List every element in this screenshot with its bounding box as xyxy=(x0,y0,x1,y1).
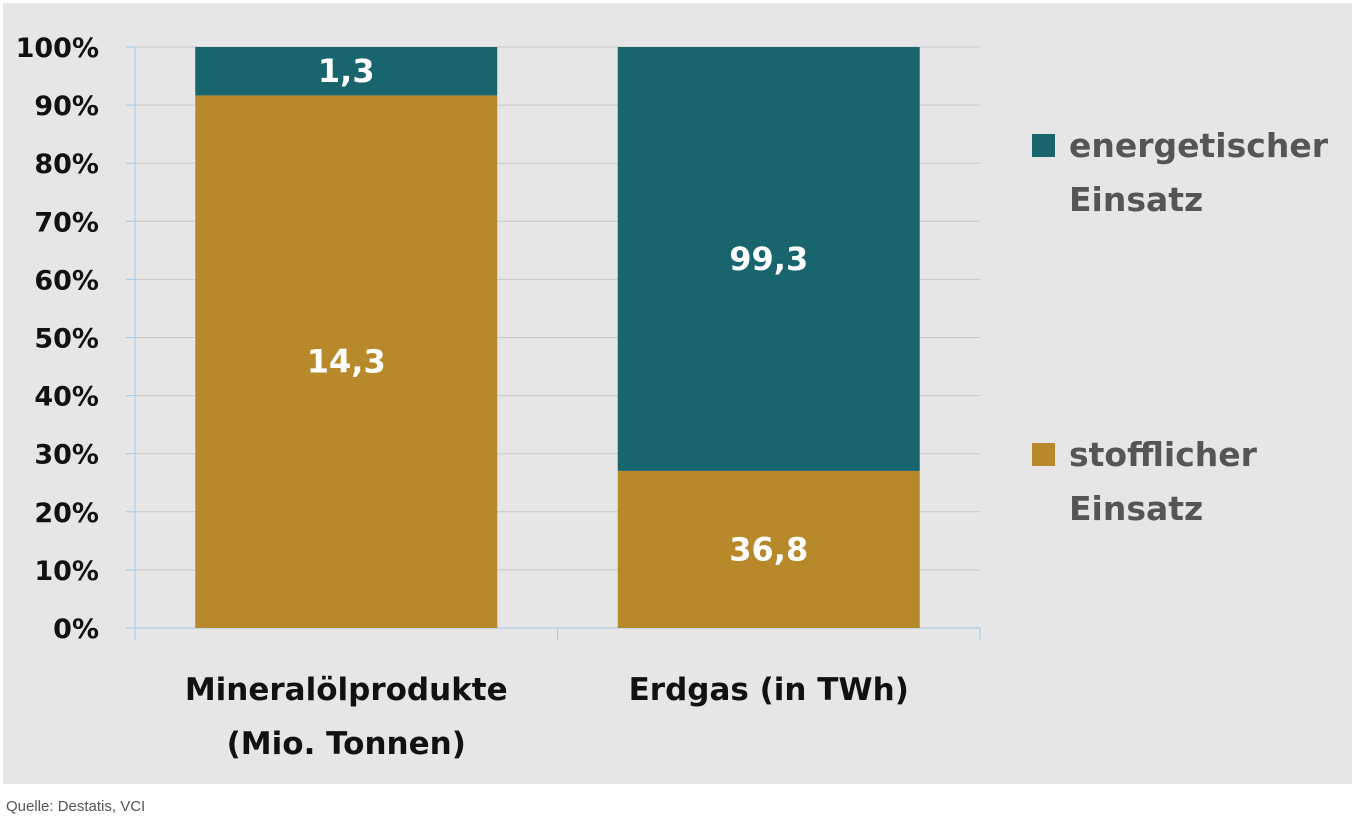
y-tick-label: 80% xyxy=(34,149,99,180)
legend-swatch xyxy=(1032,134,1055,157)
y-tick-label: 100% xyxy=(16,33,99,64)
x-category-label: (Mio. Tonnen) xyxy=(227,726,466,762)
legend-label: stofflicher xyxy=(1069,435,1258,474)
chart-panel: 0% 10% 20% 30% 40% 50% 60% 70% 80% 90% 100% 14,3 1,3… xyxy=(3,3,1352,784)
legend-label: Einsatz xyxy=(1069,489,1203,528)
y-tick-label: 10% xyxy=(34,556,99,587)
data-label: 99,3 xyxy=(729,240,808,278)
y-tick-label: 90% xyxy=(34,91,99,122)
y-tick-label: 20% xyxy=(34,498,99,529)
bar-segment xyxy=(617,470,920,628)
legend-swatch xyxy=(1032,443,1055,466)
data-label: 14,3 xyxy=(307,343,386,381)
data-label: 1,3 xyxy=(318,52,375,90)
data-label: 36,8 xyxy=(729,530,808,568)
stacked-bar-chart: 0% 10% 20% 30% 40% 50% 60% 70% 80% 90% 100% 14,3 1,3… xyxy=(16,33,1329,762)
y-tick-label: 60% xyxy=(34,265,99,296)
legend-label: Einsatz xyxy=(1069,180,1203,219)
bar-segment xyxy=(195,47,498,96)
bar-segment xyxy=(617,47,920,471)
x-category-label: Mineralölprodukte xyxy=(185,672,508,708)
x-category-label: Erdgas (in TWh) xyxy=(629,672,909,708)
source-note: Quelle: Destatis, VCI xyxy=(6,798,146,815)
bar-segment xyxy=(195,95,498,628)
y-tick-label: 70% xyxy=(34,207,99,238)
y-tick-label: 30% xyxy=(34,440,99,471)
y-tick-label: 0% xyxy=(53,614,99,645)
y-tick-label: 50% xyxy=(34,324,99,355)
legend-label: energetischer xyxy=(1069,126,1329,165)
y-tick-label: 40% xyxy=(34,382,99,413)
